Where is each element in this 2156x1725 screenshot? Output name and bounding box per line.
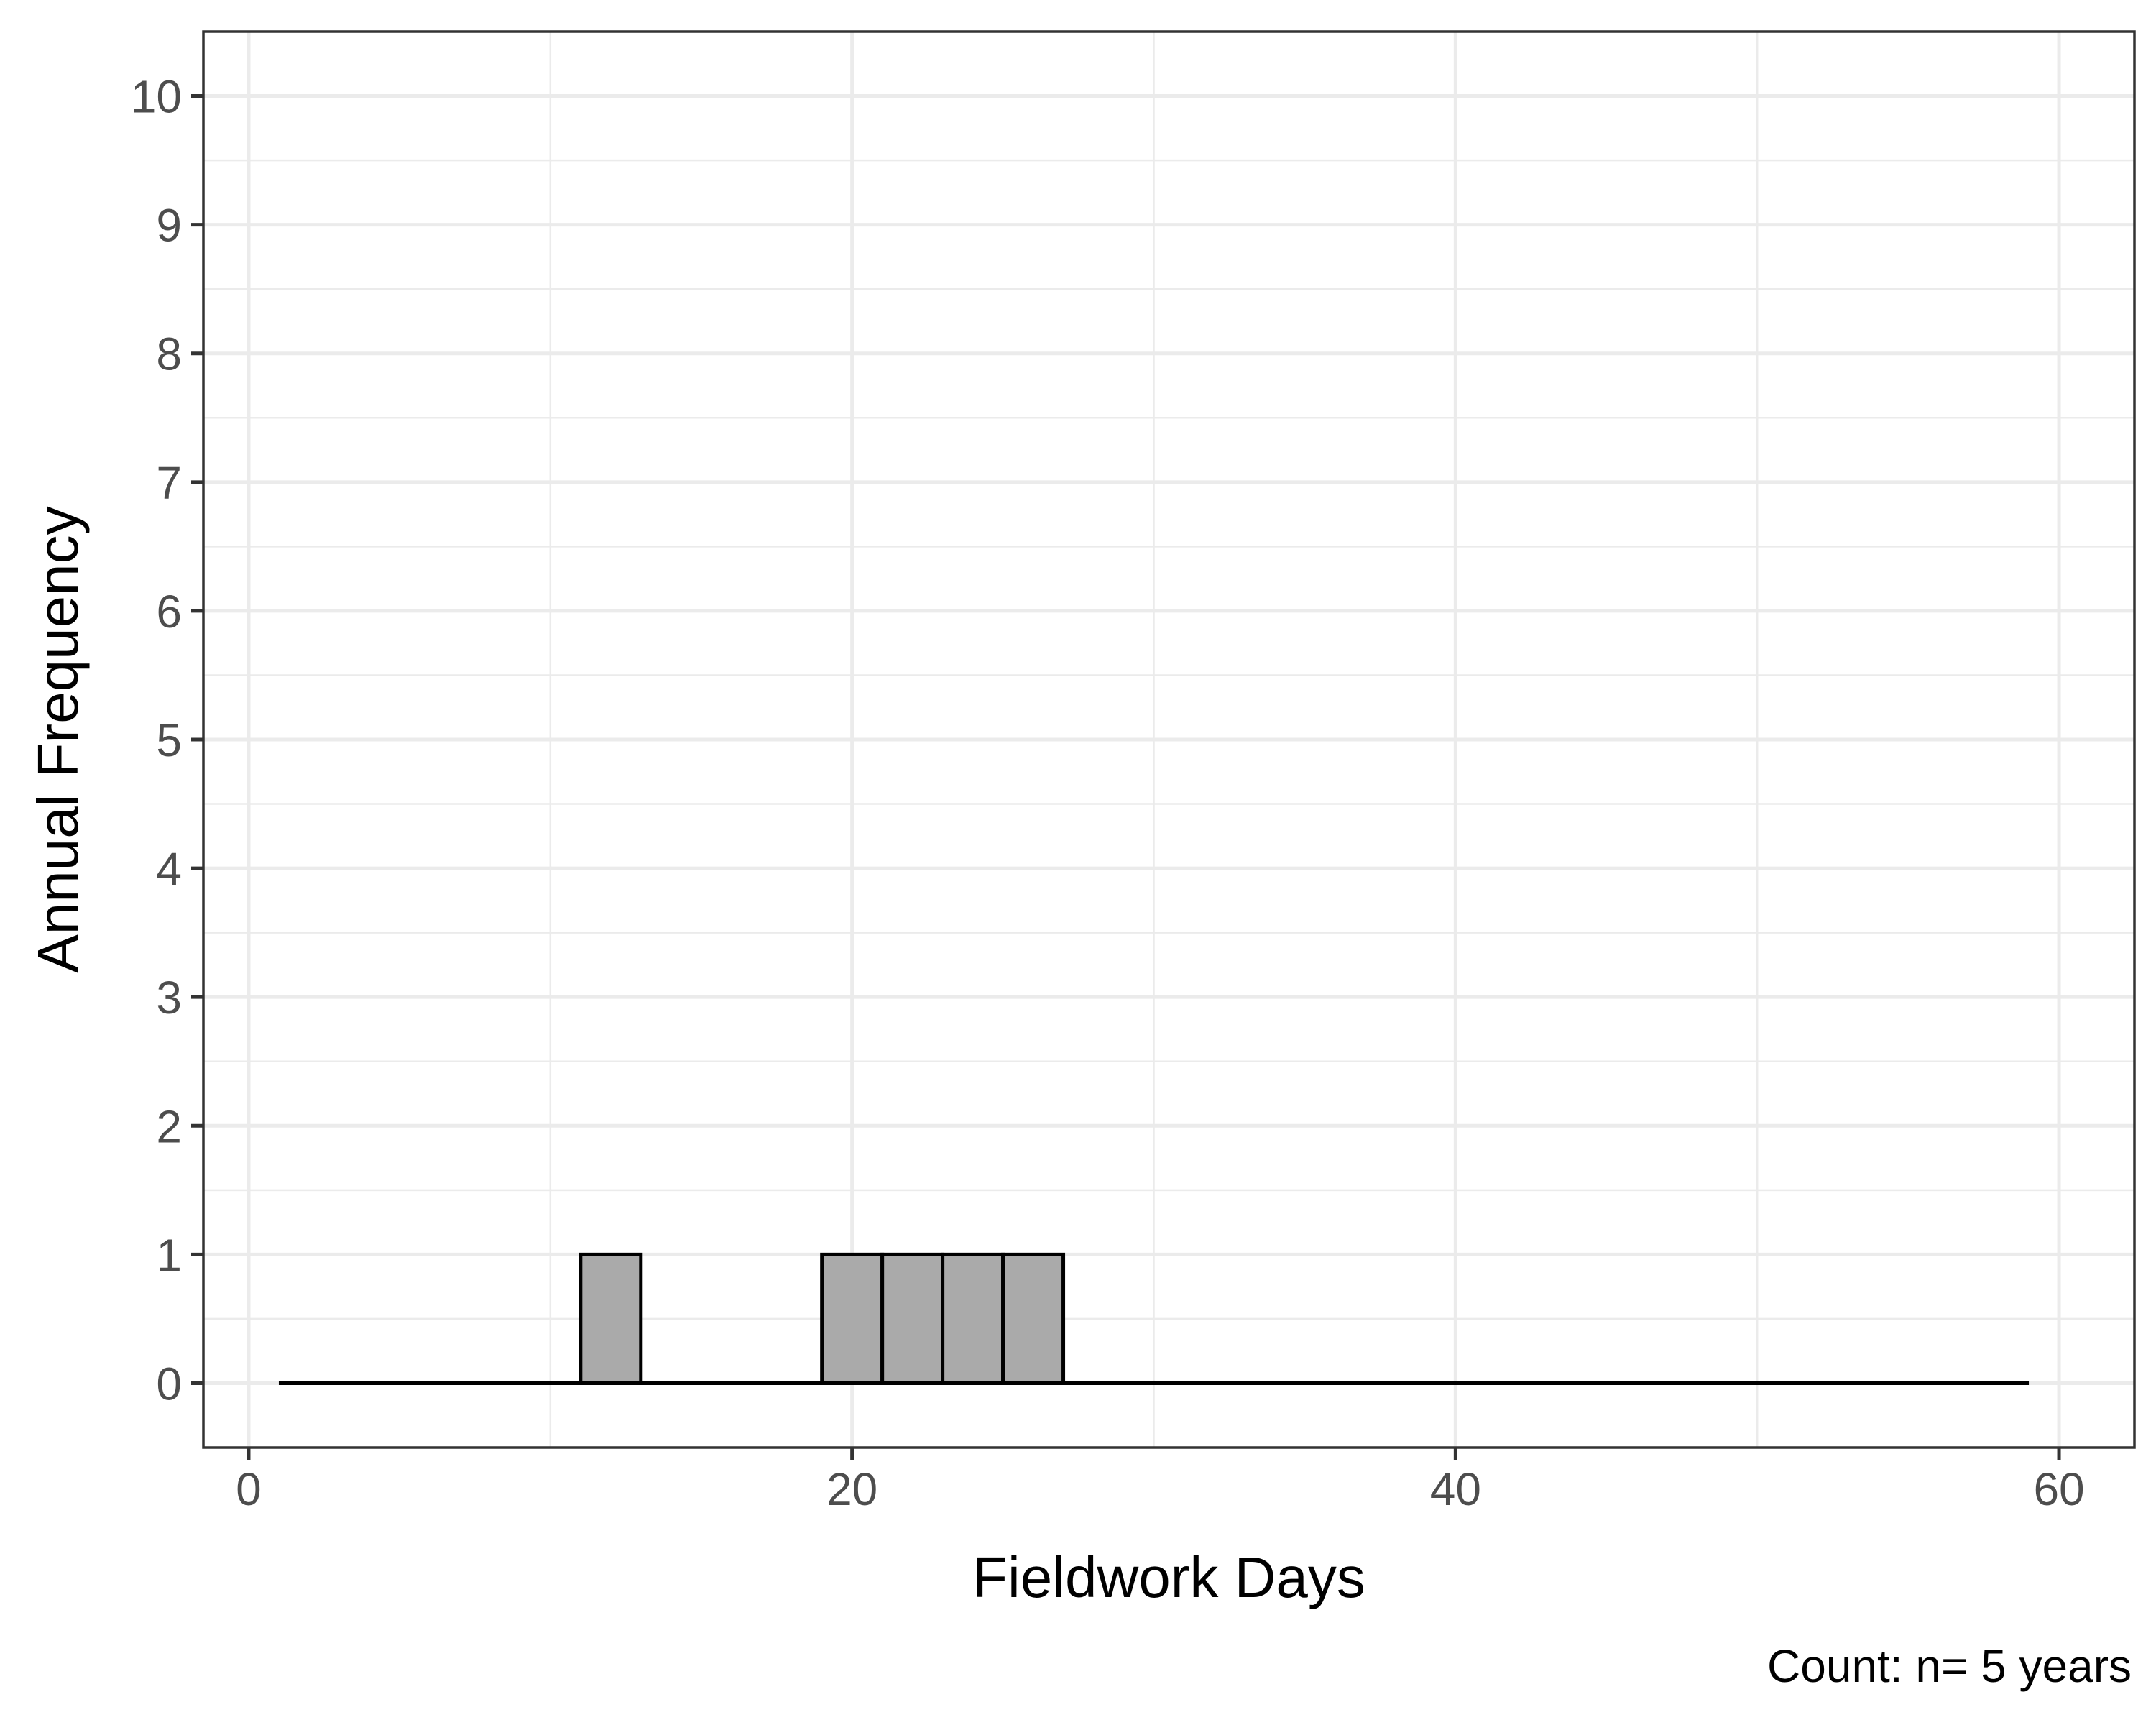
histogram-bar bbox=[579, 1252, 643, 1385]
axes: 0 20 40 60 0 1 2 3 4 5 6 7 8 9 10 bbox=[131, 71, 2085, 1515]
histogram-bars bbox=[278, 1252, 2030, 1385]
y-axis-title: Annual Frequency bbox=[26, 506, 90, 972]
y-tick-label: 7 bbox=[156, 457, 182, 509]
histogram-bar bbox=[941, 1252, 1005, 1385]
y-tick-label: 2 bbox=[156, 1100, 182, 1152]
x-tick-label: 20 bbox=[826, 1463, 877, 1515]
panel-border bbox=[202, 30, 2136, 1449]
y-tick-label: 1 bbox=[156, 1229, 182, 1281]
y-tick-label: 3 bbox=[156, 972, 182, 1024]
x-tick-label: 0 bbox=[236, 1463, 262, 1515]
x-axis-title: Fieldwork Days bbox=[972, 1545, 1365, 1609]
x-tick-label: 40 bbox=[1430, 1463, 1481, 1515]
y-tick-label: 5 bbox=[156, 714, 182, 766]
chart-caption: Count: n= 5 years bbox=[1767, 1640, 2132, 1692]
y-tick-label: 6 bbox=[156, 586, 182, 638]
histogram-bar bbox=[880, 1252, 945, 1385]
y-tick-label: 8 bbox=[156, 328, 182, 380]
histogram-bar bbox=[1001, 1252, 1066, 1385]
histogram-bar bbox=[820, 1252, 885, 1385]
y-tick-label: 9 bbox=[156, 200, 182, 252]
y-tick-label: 4 bbox=[156, 843, 182, 895]
y-tick-label: 0 bbox=[156, 1358, 182, 1409]
y-tick-label: 10 bbox=[131, 71, 182, 123]
x-tick-label: 60 bbox=[2033, 1463, 2084, 1515]
